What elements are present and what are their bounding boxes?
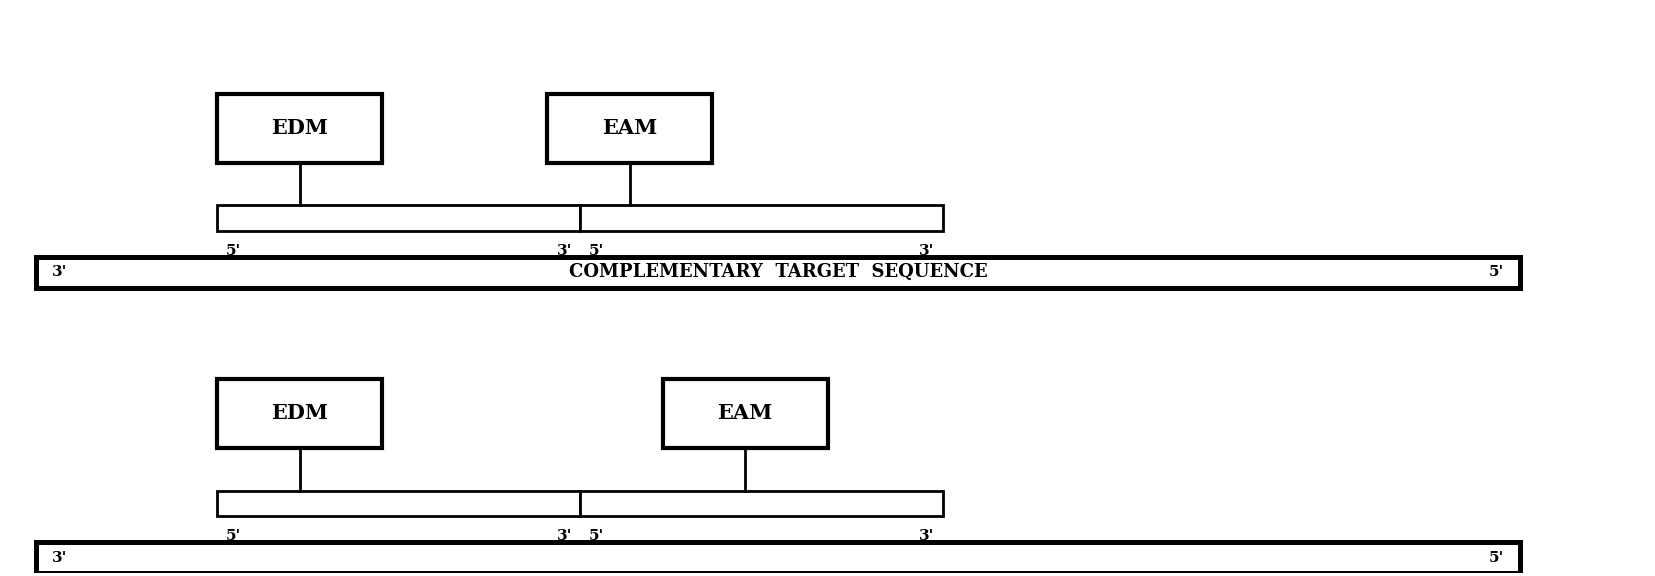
Text: 3': 3' xyxy=(556,529,573,543)
Text: 5': 5' xyxy=(588,244,604,257)
FancyBboxPatch shape xyxy=(581,491,943,516)
FancyBboxPatch shape xyxy=(217,379,382,448)
Text: 3': 3' xyxy=(919,244,935,257)
FancyBboxPatch shape xyxy=(548,94,712,162)
FancyBboxPatch shape xyxy=(217,94,382,162)
Text: EAM: EAM xyxy=(717,404,773,423)
Text: 3': 3' xyxy=(556,244,573,257)
Text: 3': 3' xyxy=(53,266,68,279)
Text: EDM: EDM xyxy=(271,404,328,423)
Text: COMPLEMENTARY  TARGET  SEQUENCE: COMPLEMENTARY TARGET SEQUENCE xyxy=(569,263,988,281)
Text: EAM: EAM xyxy=(602,118,657,138)
FancyBboxPatch shape xyxy=(36,542,1521,573)
FancyBboxPatch shape xyxy=(36,257,1521,288)
Text: EDM: EDM xyxy=(271,118,328,138)
Text: 5': 5' xyxy=(225,529,240,543)
FancyBboxPatch shape xyxy=(662,379,828,448)
Text: 5': 5' xyxy=(588,529,604,543)
Text: 3': 3' xyxy=(53,551,68,564)
FancyBboxPatch shape xyxy=(217,491,581,516)
Text: 5': 5' xyxy=(225,244,240,257)
Text: 3': 3' xyxy=(919,529,935,543)
Text: 5': 5' xyxy=(1488,266,1504,279)
FancyBboxPatch shape xyxy=(581,205,943,231)
Text: 5': 5' xyxy=(1488,551,1504,564)
FancyBboxPatch shape xyxy=(217,205,581,231)
